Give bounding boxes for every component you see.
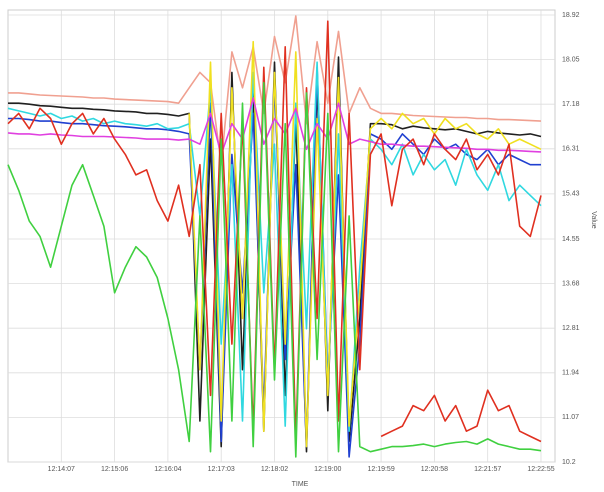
y-tick-label: 12.81 xyxy=(562,325,580,332)
y-tick-label: 11.07 xyxy=(562,414,579,421)
y-tick-label: 14.55 xyxy=(562,236,580,243)
series-line xyxy=(188,40,542,448)
y-tick-label: 10.2 xyxy=(562,459,576,466)
series-line xyxy=(7,81,542,458)
y-tick-label: 18.92 xyxy=(562,12,580,19)
x-tick-label: 12:18:02 xyxy=(261,466,288,473)
series-line xyxy=(7,97,542,156)
x-tick-label: 12:22:55 xyxy=(527,466,554,473)
y-tick-label: 15.43 xyxy=(562,191,580,198)
y-tick-label: 16.31 xyxy=(562,146,580,153)
series-line xyxy=(7,61,542,432)
y-tick-label: 13.68 xyxy=(562,280,580,287)
x-tick-label: 12:19:59 xyxy=(367,466,394,473)
series-line xyxy=(380,389,542,443)
x-tick-label: 12:21:57 xyxy=(474,466,501,473)
y-tick-label: 11.94 xyxy=(562,370,579,377)
x-tick-label: 12:16:04 xyxy=(154,466,181,473)
x-tick-label: 12:19:00 xyxy=(314,466,341,473)
x-tick-label: 12:17:03 xyxy=(208,466,235,473)
y-tick-label: 17.18 xyxy=(562,101,580,108)
y-tick-label: 18.05 xyxy=(562,56,580,63)
y-axis-title: Value xyxy=(590,211,597,228)
x-tick-label: 12:15:06 xyxy=(101,466,128,473)
x-tick-label: 12:20:58 xyxy=(421,466,448,473)
x-tick-label: 12:14:07 xyxy=(48,466,75,473)
series-line xyxy=(8,15,542,166)
x-axis-title: TIME xyxy=(292,481,309,488)
series-line xyxy=(8,56,542,453)
